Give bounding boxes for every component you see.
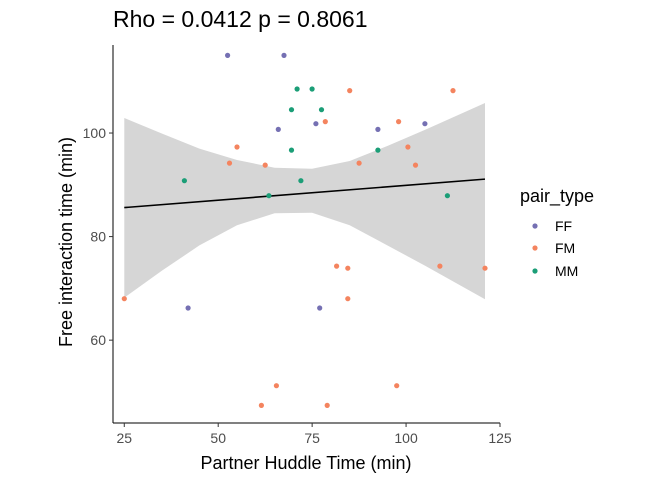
data-point-ff <box>225 52 231 59</box>
data-point-fm <box>450 88 456 94</box>
regression-line <box>124 178 486 209</box>
series-ff <box>185 52 428 311</box>
legend-key-fm <box>532 245 538 251</box>
x-axis-ticks: 25 50 75 100 125 <box>116 423 512 446</box>
legend-label-mm: MM <box>555 263 578 279</box>
plot-area <box>121 52 488 408</box>
data-point-fm <box>347 88 353 94</box>
data-point-mm <box>318 107 325 113</box>
data-point-fm <box>482 265 488 271</box>
x-tick-label: 100 <box>394 430 418 446</box>
y-axis-ticks: 60 80 100 <box>83 125 113 348</box>
data-point-ff <box>275 126 281 132</box>
data-point-ff <box>313 121 319 127</box>
y-axis-label: Free interaction time (min) <box>56 137 76 347</box>
x-tick-label: 25 <box>116 430 132 446</box>
data-point-mm <box>266 193 272 199</box>
data-point-mm <box>444 193 450 199</box>
data-point-fm <box>345 296 351 302</box>
data-point-fm <box>262 162 268 168</box>
data-point-fm <box>437 263 443 269</box>
data-point-ff <box>185 305 191 311</box>
data-point-ff <box>422 121 428 127</box>
data-point-mm <box>375 147 381 153</box>
legend: pair_type FF FM MM <box>520 186 594 279</box>
data-point-fm <box>356 160 362 166</box>
data-point-mm <box>288 147 295 153</box>
data-point-ff <box>281 52 287 59</box>
data-point-fm <box>226 160 233 166</box>
confidence-band <box>124 103 486 300</box>
data-point-fm <box>324 402 330 408</box>
data-point-fm <box>412 162 419 168</box>
data-point-mm <box>294 86 300 92</box>
series-mm <box>181 86 450 199</box>
y-tick-label: 80 <box>90 229 106 245</box>
legend-key-ff <box>532 223 538 229</box>
x-tick-label: 125 <box>488 430 512 446</box>
legend-label-ff: FF <box>555 218 572 234</box>
chart-title: Rho = 0.0412 p = 0.8061 <box>113 6 368 32</box>
data-point-mm <box>288 107 295 113</box>
legend-title: pair_type <box>520 186 594 207</box>
data-point-fm <box>121 296 127 302</box>
x-axis-label: Partner Huddle Time (min) <box>200 453 411 473</box>
x-tick-label: 50 <box>210 430 226 446</box>
legend-key-mm <box>532 268 538 274</box>
data-point-fm <box>405 144 411 150</box>
data-point-fm <box>273 383 279 389</box>
data-point-ff <box>375 126 381 132</box>
data-point-fm <box>234 144 240 150</box>
data-point-mm <box>309 86 315 92</box>
y-tick-label: 60 <box>90 332 106 348</box>
data-point-fm <box>396 119 402 125</box>
data-point-fm <box>345 265 351 271</box>
series-fm <box>121 88 488 408</box>
data-point-fm <box>258 402 264 408</box>
data-point-fm <box>334 263 340 269</box>
data-point-ff <box>317 305 323 311</box>
data-point-mm <box>181 178 187 184</box>
data-point-mm <box>298 178 304 184</box>
data-point-fm <box>322 119 328 125</box>
y-tick-label: 100 <box>83 125 107 141</box>
legend-label-fm: FM <box>555 240 575 256</box>
x-tick-label: 75 <box>304 430 320 446</box>
data-point-fm <box>394 383 400 389</box>
